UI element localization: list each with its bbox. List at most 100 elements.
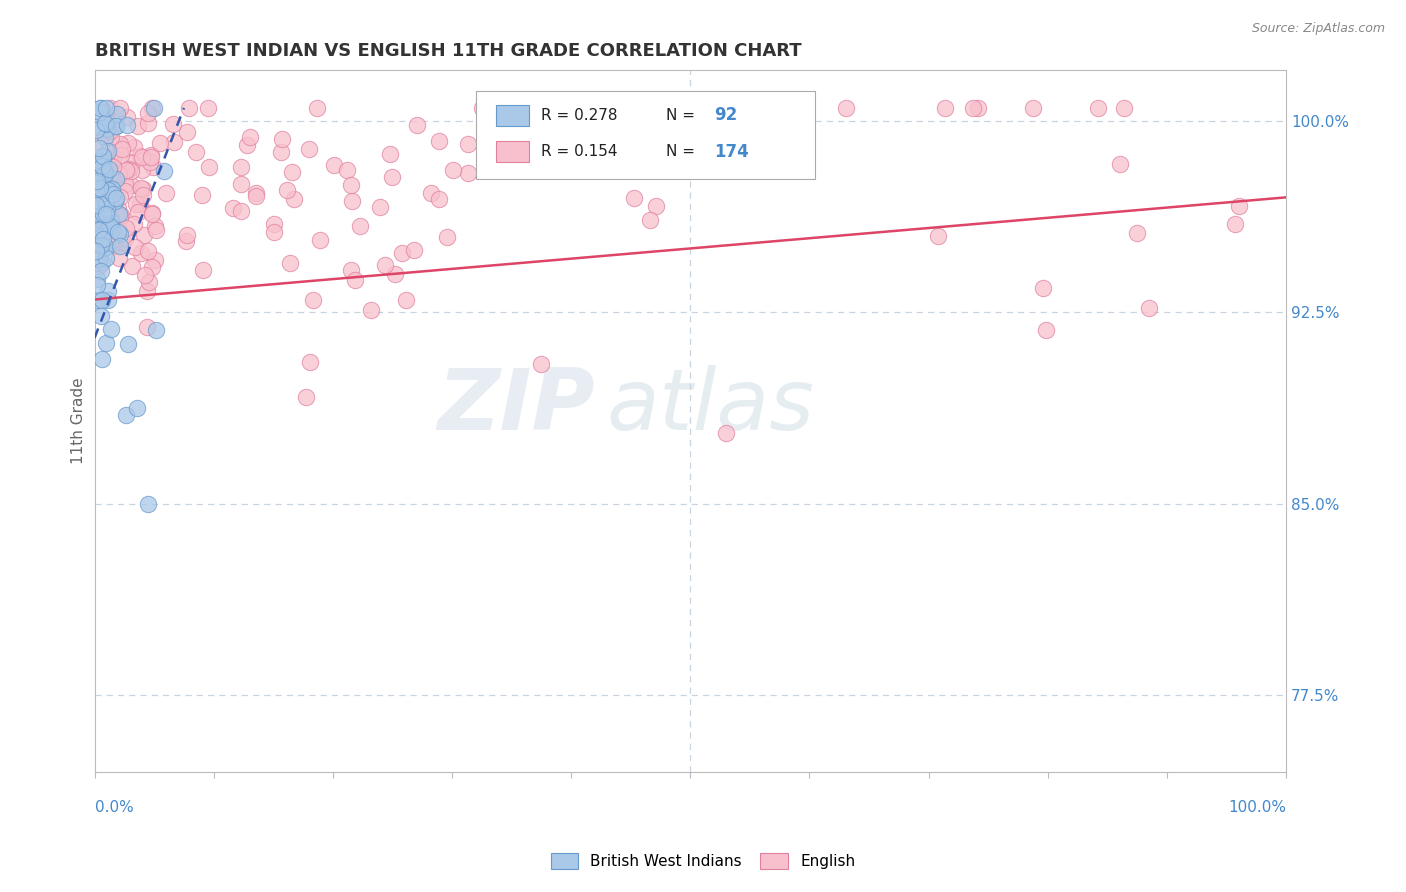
Point (117, 136, 139, 150)
Point (105, 179, 128, 194)
Point (134, 268, 156, 282)
Point (143, 253, 166, 268)
Point (89, 235, 111, 249)
Point (94, 251, 117, 265)
Point (714, 426, 737, 441)
Point (86, 278, 108, 293)
Point (138, 275, 160, 289)
Point (84, 176, 107, 190)
Point (143, 101, 166, 115)
Point (391, 246, 413, 260)
Point (98, 219, 121, 234)
Point (131, 246, 153, 260)
Point (436, 230, 458, 244)
Point (89, 259, 111, 273)
Point (395, 293, 418, 307)
Text: BRITISH WEST INDIAN VS ENGLISH 11TH GRADE CORRELATION CHART: BRITISH WEST INDIAN VS ENGLISH 11TH GRAD… (94, 42, 801, 60)
Point (177, 101, 200, 115)
Point (405, 118, 427, 132)
Point (94, 116, 117, 130)
Point (427, 135, 450, 149)
Point (121, 156, 143, 170)
Point (105, 221, 128, 235)
Point (229, 177, 252, 191)
Point (336, 163, 359, 178)
Point (155, 186, 177, 200)
Text: ZIP: ZIP (437, 366, 595, 449)
Point (115, 118, 138, 132)
Point (132, 182, 155, 196)
Point (136, 320, 159, 334)
Point (136, 116, 159, 130)
Point (84, 182, 107, 196)
Point (108, 209, 131, 223)
Point (127, 119, 149, 133)
Point (93, 185, 115, 199)
Point (87, 141, 110, 155)
Point (89, 166, 111, 180)
Point (110, 208, 132, 222)
Point (91, 351, 114, 366)
Point (90, 159, 112, 173)
Point (305, 101, 328, 115)
Point (86, 155, 108, 169)
Point (98, 124, 121, 138)
Point (1032, 281, 1054, 295)
Point (191, 187, 214, 202)
Point (263, 225, 285, 239)
Point (132, 188, 155, 202)
Point (94, 195, 117, 210)
Point (103, 160, 125, 174)
Y-axis label: 11th Grade: 11th Grade (72, 377, 86, 464)
Point (111, 142, 134, 156)
Point (100, 214, 122, 228)
Point (302, 293, 325, 307)
Point (309, 233, 332, 247)
Point (380, 146, 402, 161)
Text: 0.0%: 0.0% (94, 800, 134, 815)
Point (86, 178, 108, 193)
Point (108, 101, 131, 115)
Point (623, 191, 645, 205)
Point (86, 174, 108, 188)
Point (84, 123, 107, 137)
Point (441, 163, 464, 178)
Point (482, 101, 505, 115)
Point (91, 214, 114, 228)
Point (117, 336, 139, 351)
Point (120, 163, 142, 178)
Point (1109, 157, 1132, 171)
Point (94, 206, 117, 220)
Point (298, 355, 321, 369)
Point (100, 222, 122, 236)
Point (1021, 101, 1043, 115)
Point (1227, 199, 1250, 213)
Point (86, 187, 108, 202)
Point (114, 185, 136, 199)
Point (94, 204, 117, 219)
Point (471, 101, 494, 115)
Point (107, 207, 129, 221)
Point (115, 111, 138, 125)
Point (90, 237, 112, 252)
Point (104, 172, 127, 186)
Point (105, 119, 128, 133)
Point (271, 132, 294, 146)
Point (129, 181, 152, 195)
Point (340, 194, 363, 209)
Point (108, 251, 131, 265)
Point (368, 200, 391, 214)
FancyBboxPatch shape (496, 104, 530, 126)
Point (89, 101, 111, 115)
Point (457, 166, 479, 180)
Point (114, 162, 136, 177)
Point (112, 235, 135, 249)
Point (97, 144, 120, 158)
Point (105, 205, 128, 219)
Point (84, 244, 107, 258)
Point (121, 259, 143, 273)
Point (87, 188, 110, 202)
Point (638, 212, 661, 227)
Point (283, 192, 305, 206)
Point (1223, 217, 1246, 231)
